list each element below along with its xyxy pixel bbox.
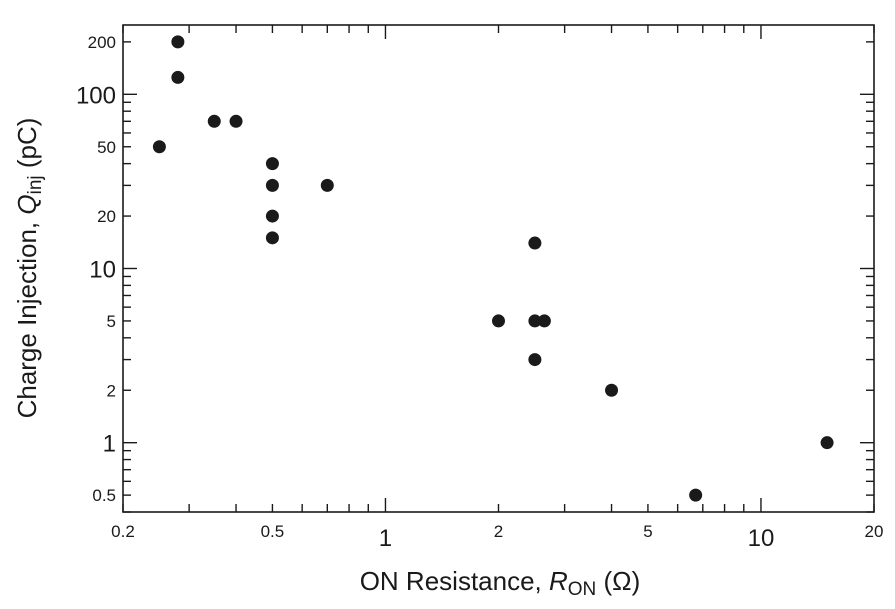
data-point	[265, 209, 279, 223]
data-point	[152, 140, 166, 154]
data-point	[605, 383, 619, 397]
data-point	[492, 314, 505, 328]
x-axis-title: ON Resistance, RON (Ω)	[360, 566, 641, 600]
x-tick-label: 0.5	[261, 522, 285, 541]
data-point	[171, 35, 185, 49]
y-axis-title: Charge Injection, Qinj (pC)	[12, 118, 46, 419]
x-tick-label: 20	[865, 522, 884, 541]
data-point	[820, 436, 834, 450]
data-point	[207, 114, 221, 128]
x-tick-label: 5	[643, 522, 652, 541]
data-point	[265, 231, 279, 245]
data-point	[528, 236, 542, 250]
x-axis: 0.2 0.5 1 2 5 10 20	[111, 25, 883, 552]
data-point	[265, 157, 279, 171]
data-point	[537, 314, 551, 328]
data-point	[528, 353, 542, 367]
y-tick-label: 10	[89, 257, 116, 284]
y-tick-label: 200	[88, 33, 116, 52]
data-point	[265, 178, 279, 192]
data-point	[171, 70, 185, 84]
y-tick-label: 1	[103, 431, 116, 458]
y-tick-label: 5	[107, 312, 116, 331]
x-tick-label: 10	[748, 525, 775, 552]
y-tick-label: 20	[97, 207, 116, 226]
data-point	[320, 178, 334, 192]
x-tick-label: 0.2	[111, 522, 135, 541]
data-point	[528, 314, 542, 328]
data-point	[689, 488, 703, 502]
plot-frame	[122, 24, 875, 513]
y-axis: 0.5 1 2 5 10 20 50 100 200	[76, 33, 874, 513]
y-tick-label: 0.5	[92, 486, 116, 505]
y-tick-label: 100	[76, 82, 116, 109]
data-point	[229, 114, 243, 128]
x-tick-label: 2	[494, 522, 503, 541]
y-tick-label: 50	[97, 138, 116, 157]
x-tick-label: 1	[379, 525, 392, 552]
data-points	[152, 35, 834, 502]
y-tick-label: 2	[107, 381, 116, 400]
